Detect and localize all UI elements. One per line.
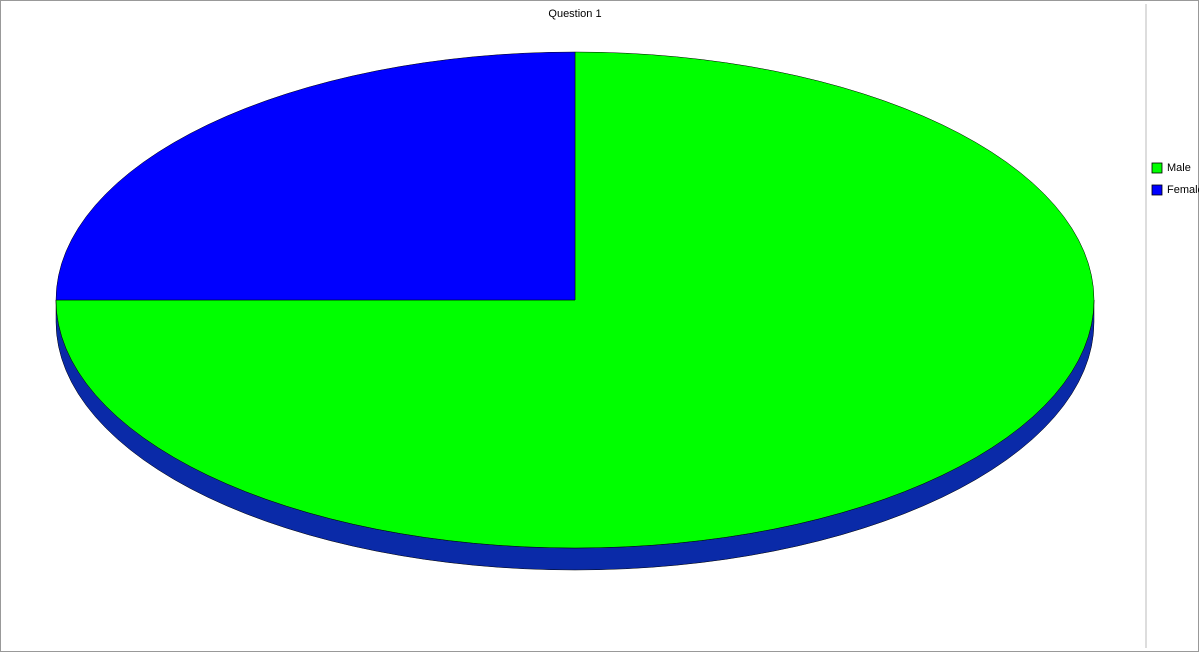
legend-label: Male xyxy=(1167,162,1191,174)
chart-title: Question 1 xyxy=(548,8,601,20)
legend-swatch xyxy=(1151,162,1163,174)
legend-label: Female xyxy=(1167,184,1199,196)
legend-swatch xyxy=(1151,184,1163,196)
pie-slice xyxy=(55,51,576,301)
